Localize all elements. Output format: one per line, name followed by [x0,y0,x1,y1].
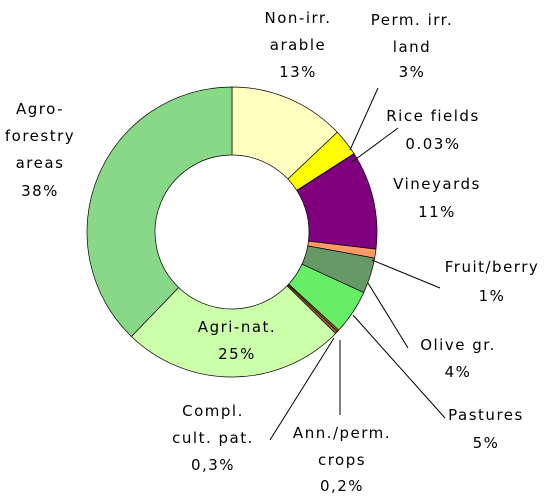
slice [130,285,337,378]
leader-line [371,259,441,289]
slice-label: Non-irr. arable [264,9,332,54]
value-label: 25% [218,345,256,363]
value-label: 5% [472,434,500,452]
slice-label: Rice fields [386,107,480,125]
slice-label: Perm. irr. land [370,11,454,56]
slice-label: Agri-nat. [197,318,277,336]
slice-label: Agro- forestry areas [4,100,76,172]
leader-line [349,87,379,151]
leader-line [352,314,446,419]
value-label: 11% [418,203,456,221]
value-label: 38% [21,182,59,200]
slice [86,86,233,337]
value-label: 0,2% [319,477,365,495]
leader-line [351,127,399,163]
value-label: 1% [478,287,506,305]
value-label: 4% [444,363,472,381]
slice-label: Olive gr. [420,336,496,354]
value-label: 3% [398,63,426,81]
slice-label: Ann./perm. crops [292,424,392,469]
slice-label: Compl. cult. pat. [172,402,254,447]
value-label: 13% [279,63,317,81]
slice-label: Vineyards [393,175,481,193]
value-label: 0,3% [190,456,236,474]
leader-line [269,337,335,441]
slice-label: Pastures [448,406,524,424]
leader-line [367,282,409,349]
value-label: 0.03% [405,135,461,153]
slice-label: Fruit/berry [444,258,540,276]
